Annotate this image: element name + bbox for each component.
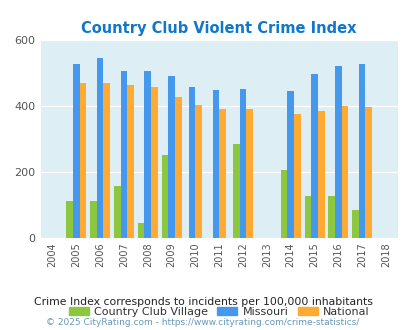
Bar	[293, 114, 300, 238]
Bar	[351, 210, 358, 238]
Bar	[144, 71, 151, 238]
Bar	[341, 106, 347, 238]
Bar	[168, 76, 175, 238]
Bar	[175, 97, 181, 238]
Bar	[246, 109, 252, 238]
Text: © 2025 CityRating.com - https://www.cityrating.com/crime-statistics/: © 2025 CityRating.com - https://www.city…	[46, 318, 359, 327]
Bar	[232, 144, 239, 238]
Bar	[219, 109, 225, 238]
Bar	[310, 74, 317, 238]
Bar	[96, 58, 103, 238]
Bar	[239, 89, 246, 238]
Bar	[358, 64, 364, 238]
Text: Crime Index corresponds to incidents per 100,000 inhabitants: Crime Index corresponds to incidents per…	[34, 297, 371, 307]
Bar	[161, 155, 168, 238]
Bar	[317, 111, 324, 238]
Bar	[287, 91, 293, 238]
Bar	[334, 66, 341, 238]
Bar	[103, 82, 110, 238]
Bar	[79, 83, 86, 238]
Bar	[304, 196, 310, 238]
Title: Country Club Violent Crime Index: Country Club Violent Crime Index	[81, 21, 356, 36]
Bar	[90, 201, 96, 238]
Bar	[73, 64, 79, 238]
Bar	[137, 223, 144, 238]
Bar	[364, 107, 371, 238]
Bar	[66, 201, 73, 238]
Bar	[151, 87, 158, 238]
Bar	[188, 87, 195, 238]
Legend: Country Club Village, Missouri, National: Country Club Village, Missouri, National	[64, 303, 373, 321]
Bar	[114, 186, 120, 238]
Bar	[127, 85, 134, 238]
Bar	[120, 71, 127, 238]
Bar	[280, 170, 287, 238]
Bar	[212, 90, 219, 238]
Bar	[328, 196, 334, 238]
Bar	[195, 105, 202, 238]
